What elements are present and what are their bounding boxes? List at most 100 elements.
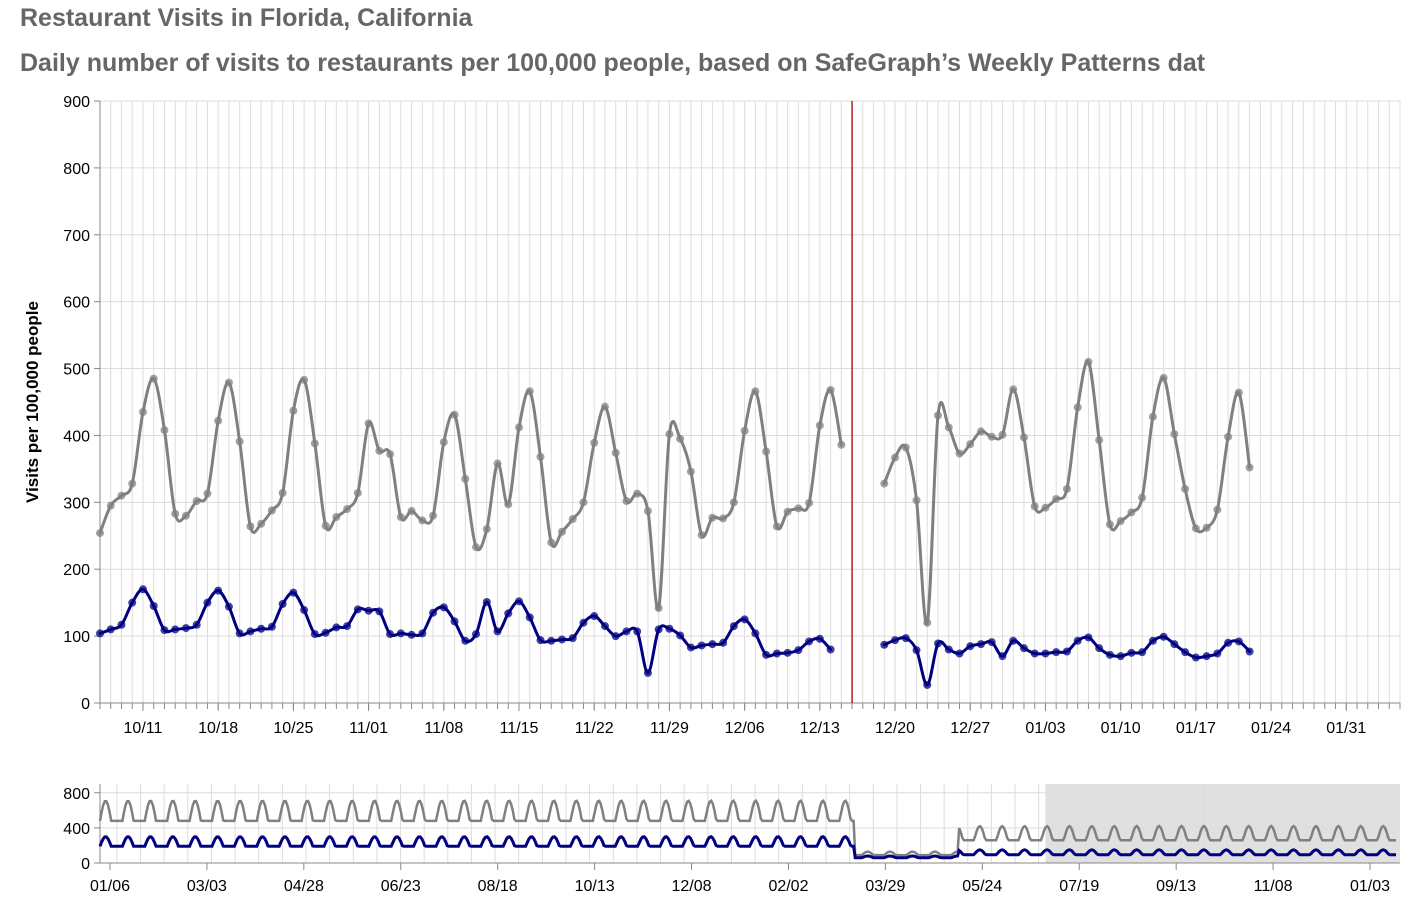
data-point-blue: [654, 625, 663, 634]
data-point-grey: [826, 385, 835, 394]
data-point-grey: [364, 419, 373, 428]
data-point-grey: [1009, 385, 1018, 394]
x-tick-label: 01/03: [1025, 720, 1065, 737]
data-point-blue: [600, 622, 609, 631]
data-point-grey: [1181, 484, 1190, 493]
data-point-blue: [171, 625, 180, 634]
chart-subtitle: Daily number of visits to restaurants pe…: [20, 49, 1206, 77]
data-point-grey: [686, 467, 695, 476]
data-point-blue: [332, 623, 341, 632]
data-point-blue: [267, 622, 276, 631]
data-point-blue: [1073, 636, 1082, 645]
x-tick-label: 01/17: [1176, 720, 1216, 737]
data-point-blue: [568, 634, 577, 643]
x-tick-label: 11/08: [424, 720, 463, 737]
overview-x-tick-label: 02/02: [768, 878, 808, 895]
data-point-blue: [1009, 636, 1018, 645]
data-point-grey: [1116, 517, 1125, 526]
overview-x-tick-label: 12/08: [672, 878, 712, 895]
data-point-grey: [1019, 433, 1028, 442]
data-point-grey: [815, 421, 824, 430]
data-point-blue: [418, 629, 427, 638]
data-point-blue: [214, 586, 223, 595]
data-point-grey: [407, 507, 416, 516]
data-point-blue: [622, 627, 631, 636]
data-point-grey: [772, 522, 781, 531]
data-point-blue: [1084, 633, 1093, 642]
data-point-blue: [633, 627, 642, 636]
x-tick-label: 11/22: [575, 720, 614, 737]
x-tick-label: 01/24: [1251, 720, 1291, 737]
data-point-grey: [912, 496, 921, 505]
data-point-grey: [719, 514, 728, 523]
main-series: [96, 101, 1254, 703]
data-point-blue: [1224, 638, 1233, 647]
x-tick-label: 12/20: [875, 720, 915, 737]
y-tick-label: 900: [63, 94, 90, 111]
data-point-blue: [1062, 647, 1071, 656]
data-point-grey: [547, 538, 556, 547]
data-point-grey: [128, 479, 137, 488]
y-tick-label: 700: [63, 228, 90, 245]
y-tick-label: 600: [63, 295, 90, 312]
data-point-grey: [1084, 357, 1093, 366]
data-point-blue: [762, 650, 771, 659]
data-point-blue: [439, 603, 448, 612]
data-point-blue: [1052, 648, 1061, 657]
data-point-grey: [203, 489, 212, 498]
data-point-grey: [590, 438, 599, 447]
data-point-blue: [783, 648, 792, 657]
data-point-grey: [106, 501, 115, 510]
data-point-blue: [665, 624, 674, 633]
overview-x-tick-label: 04/28: [284, 878, 324, 895]
data-point-grey: [310, 439, 319, 448]
data-point-grey: [1170, 430, 1179, 439]
y-tick-label: 400: [63, 428, 90, 445]
data-point-grey: [955, 449, 964, 458]
y-tick-label: 500: [63, 362, 90, 379]
data-point-grey: [525, 387, 534, 396]
data-point-blue: [740, 615, 749, 624]
data-point-blue: [1116, 652, 1125, 661]
x-tick-label: 10/25: [273, 720, 313, 737]
data-point-grey: [934, 411, 943, 420]
data-point-blue: [461, 636, 470, 645]
data-point-blue: [966, 642, 975, 651]
data-point-grey: [676, 434, 685, 443]
data-point-blue: [1245, 647, 1254, 656]
data-point-blue: [300, 606, 309, 615]
y-tick-label: 300: [63, 495, 90, 512]
data-point-blue: [289, 588, 298, 597]
data-point-grey: [901, 443, 910, 452]
data-point-grey: [257, 519, 266, 528]
data-point-blue: [117, 620, 126, 629]
data-point-grey: [1041, 503, 1050, 512]
data-point-blue: [880, 640, 889, 649]
data-point-grey: [654, 604, 663, 613]
data-point-blue: [192, 620, 201, 629]
data-point-blue: [1127, 648, 1136, 657]
overview-x-tick-label: 05/24: [962, 878, 1002, 895]
data-point-grey: [149, 374, 158, 383]
data-point-blue: [246, 627, 255, 636]
data-point-blue: [772, 649, 781, 658]
data-point-grey: [246, 522, 255, 531]
data-point-grey: [600, 402, 609, 411]
overview-x-tick-label: 06/23: [381, 878, 421, 895]
data-point-blue: [257, 624, 266, 633]
y-tick-label: 800: [63, 161, 90, 178]
y-tick-label: 0: [81, 696, 90, 713]
data-point-blue: [1159, 632, 1168, 641]
data-point-blue: [729, 622, 738, 631]
data-point-grey: [214, 416, 223, 425]
y-tick-label: 200: [63, 562, 90, 579]
data-point-grey: [976, 427, 985, 436]
data-point-blue: [955, 649, 964, 658]
data-point-grey: [837, 440, 846, 449]
data-point-grey: [450, 410, 459, 419]
data-point-grey: [493, 459, 502, 468]
data-point-blue: [321, 628, 330, 637]
data-point-grey: [987, 432, 996, 441]
data-point-grey: [751, 387, 760, 396]
data-point-grey: [1095, 436, 1104, 445]
